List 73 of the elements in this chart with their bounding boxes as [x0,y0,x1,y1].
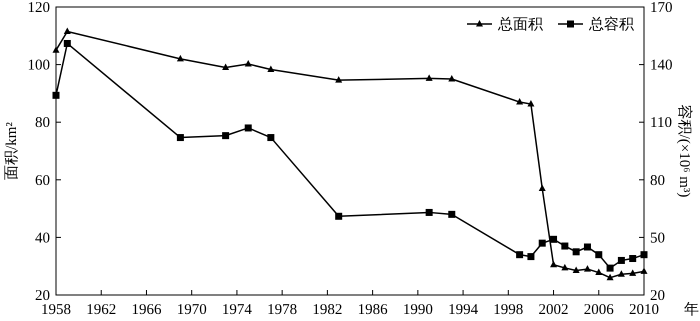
point [629,255,636,262]
x-tick: 1994 [448,302,478,318]
y-tick: 100 [28,58,50,74]
point [222,132,230,140]
y-tick: 80 [35,115,50,132]
point [267,65,274,72]
point [595,251,602,258]
point [516,98,524,105]
point [572,266,580,274]
x-tick: 1982 [312,302,342,318]
point [527,100,534,107]
point [606,274,614,280]
point [222,63,230,70]
x-tick: 2002 [538,302,569,318]
x-tick: 1962 [86,302,116,318]
point [516,251,524,258]
point [640,251,648,258]
point [618,270,625,277]
point [335,76,342,83]
point [335,212,342,220]
point [561,242,568,250]
y-label: 面积/km² [4,122,20,180]
x-tick: 1990 [402,302,433,318]
y2-tick: 110 [650,115,672,132]
point [176,134,184,142]
y-tick: 40 [35,230,50,246]
point [426,74,433,81]
point [52,92,60,99]
x-tick: 1958 [41,302,71,318]
point [64,40,71,47]
point [584,244,591,250]
point [448,75,456,82]
point [538,184,546,191]
x-tick: 1970 [176,302,207,318]
x-tick: 1974 [222,302,252,318]
legend-label: 总面积 [498,17,543,33]
point [527,253,534,260]
point [629,269,636,276]
y-tick: 120 [28,0,50,16]
point [561,264,568,270]
point [550,236,558,243]
x-tick: 1966 [131,302,162,318]
x-label: 年 [684,302,699,318]
x-tick: 1978 [267,302,298,318]
x-tick: 1998 [493,302,524,318]
point [538,240,546,247]
y2-tick: 50 [650,230,665,246]
y2-tick: 80 [650,172,665,189]
point [550,260,558,268]
point [618,256,625,264]
point [64,27,71,34]
point [176,54,184,62]
y2-label: 容积/(×10⁶ m³) [676,104,692,198]
y2-tick: 140 [650,58,672,74]
point [572,248,580,256]
point [606,264,614,272]
point [244,60,252,67]
point [426,208,433,216]
point [267,134,274,142]
point [595,268,602,276]
point [52,46,60,53]
point [584,265,591,272]
y2-tick: 20 [650,288,665,304]
x-tick: 2010 [629,302,659,318]
x-tick: 1986 [358,302,388,318]
x-tick: 2006 [584,302,614,318]
point [640,267,648,274]
y-tick: 60 [35,172,50,189]
y2-tick: 170 [650,0,672,16]
point [448,210,456,218]
y-tick: 20 [35,288,50,304]
legend-label: 总容积 [589,17,634,33]
point [244,124,252,132]
